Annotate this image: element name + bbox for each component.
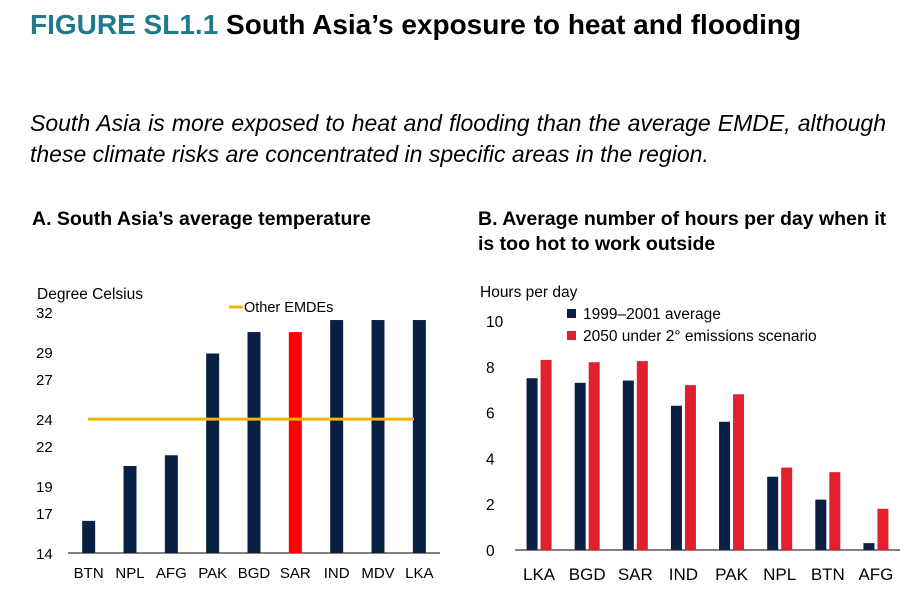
chart-a-y-tick-label: 29 [36, 345, 53, 362]
chart-a-x-tick-label: AFG [156, 565, 187, 582]
chart-a-bar-ind [330, 320, 344, 553]
chart-a-bar-afg [164, 455, 178, 553]
chart-a-bar-lka [412, 320, 426, 553]
chart-a-x-tick-label: BGD [238, 565, 271, 582]
chart-a-bar-bgd [247, 332, 261, 553]
figure-number: FIGURE SL1.1 [30, 9, 219, 40]
chart-a-x-tick-label: NPL [115, 565, 144, 582]
chart-a-x-tick-label: MDV [361, 565, 394, 582]
chart-a-y-tick-label: 19 [36, 479, 53, 496]
chart-a-y-tick-label: 32 [36, 305, 53, 322]
chart-a-bar-pak [206, 353, 220, 553]
chart-a-x-tick-label: PAK [198, 565, 227, 582]
chart-a-bar-mdv [371, 320, 385, 553]
chart-a-bar-btn [82, 520, 96, 553]
panel-a-title: A. South Asia’s average temperature [32, 208, 371, 230]
chart-a-x-tick-label: LKA [405, 565, 433, 582]
panel-b-title: B. Average number of hours per day when … [478, 208, 887, 255]
figure-subtitle: South Asia is more exposed to heat and f… [30, 110, 886, 167]
figure-title-block: FIGURE SL1.1 South Asia’s exposure to he… [30, 6, 900, 43]
chart-a-bar-sar [288, 332, 302, 553]
chart-a-ylabel: Degree Celsius [37, 286, 143, 303]
chart-a-y-tick-label: 17 [36, 506, 53, 523]
chart-a-legend-label: Other EMDEs [244, 300, 333, 316]
chart-a-y-tick-label: 24 [36, 412, 53, 429]
chart-a-x-tick-label: SAR [280, 565, 311, 582]
chart-a-x-tick-label: BTN [74, 565, 104, 582]
chart-a-bar-npl [123, 465, 137, 553]
chart-a-y-tick-label: 27 [36, 372, 53, 389]
chart-a-y-tick-label: 14 [36, 546, 53, 563]
chart-a-x-tick-label: IND [324, 565, 350, 582]
chart-a-y-tick-label: 22 [36, 439, 53, 456]
figure-title: South Asia’s exposure to heat and floodi… [226, 9, 802, 40]
